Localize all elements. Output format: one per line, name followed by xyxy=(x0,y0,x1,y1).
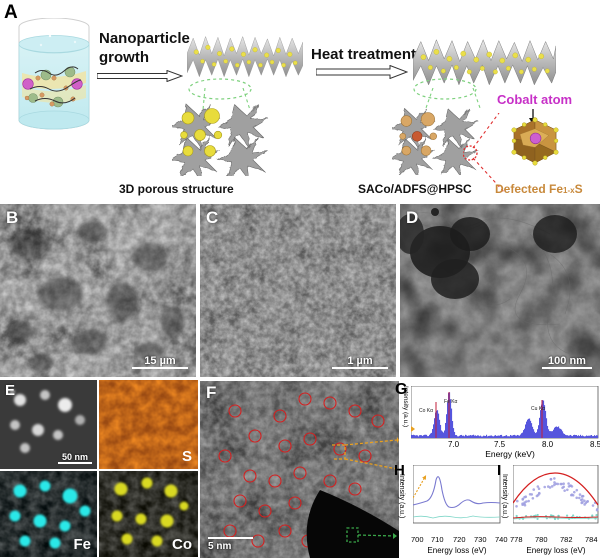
svg-text:Co Kα: Co Kα xyxy=(419,408,433,414)
svg-text:Fe Kα: Fe Kα xyxy=(444,399,458,405)
svg-text:Cu Kα: Cu Kα xyxy=(531,406,545,412)
